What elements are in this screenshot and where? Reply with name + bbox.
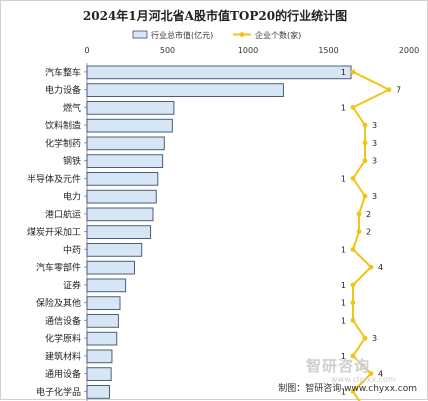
- category-label: 化学原料: [45, 333, 81, 345]
- x-tick-label: 0: [84, 46, 89, 55]
- data-label: 4: [378, 263, 383, 272]
- category-label: 电子化学品: [36, 386, 81, 398]
- x-tick-label: 1500: [318, 46, 338, 55]
- category-label: 中药: [63, 244, 81, 256]
- bar: [86, 260, 135, 275]
- category-label: 建筑材料: [45, 350, 81, 362]
- bar: [86, 101, 175, 115]
- line-point: [356, 229, 362, 235]
- category-label: 化学制药: [45, 137, 81, 149]
- bar: [86, 136, 165, 151]
- line-point: [362, 335, 368, 341]
- data-label: 4: [378, 370, 383, 379]
- category-label: 半导体及元件: [27, 173, 81, 185]
- category-label: 饮料制造: [45, 120, 81, 132]
- line-point: [350, 104, 356, 110]
- x-tick-label: 1000: [238, 46, 258, 55]
- category-label: 保险及其他: [36, 297, 81, 309]
- line-point: [362, 193, 368, 199]
- line-point: [350, 69, 356, 75]
- line-series: [351, 70, 392, 401]
- watermark-logo: 智研咨询: [306, 357, 371, 375]
- data-label: 3: [372, 157, 377, 166]
- data-label: 1: [341, 352, 346, 361]
- x-tick-label: 500: [160, 46, 175, 55]
- bar: [86, 189, 157, 204]
- data-label: 2: [366, 210, 371, 219]
- legend-line-marker: [239, 32, 245, 37]
- watermark-url: www.chyxx.com: [331, 375, 396, 384]
- line-point: [350, 175, 356, 181]
- data-label: 1: [341, 316, 346, 325]
- line-point: [362, 158, 368, 164]
- bar: [86, 243, 143, 257]
- data-label: 1: [341, 103, 346, 112]
- line-point: [362, 140, 368, 146]
- bar: [86, 314, 119, 328]
- bar: [86, 65, 352, 80]
- category-label: 电力: [63, 191, 81, 203]
- data-label: 2: [366, 228, 371, 237]
- category-label: 钢铁: [63, 155, 81, 167]
- chart-footer: 制图：智研咨询 www.chyxx.com: [278, 384, 417, 394]
- line-point: [350, 246, 356, 252]
- data-label: 3: [372, 139, 377, 148]
- data-label: 3: [372, 121, 377, 130]
- bar: [86, 83, 284, 97]
- category-label: 港口航运: [45, 208, 81, 220]
- category-label: 证券: [63, 279, 81, 291]
- data-label: 1: [341, 387, 346, 396]
- category-label: 电力设备: [45, 84, 81, 96]
- bar: [86, 172, 159, 186]
- bar: [86, 118, 173, 133]
- category-label: 通信设备: [45, 315, 81, 327]
- bar: [86, 154, 164, 168]
- bar: [86, 225, 152, 239]
- line-point: [386, 87, 392, 93]
- legend-bar-label: 行业总市值(亿元): [151, 30, 213, 40]
- category-label: 汽车整车: [45, 66, 81, 78]
- bar: [86, 349, 113, 364]
- data-label: 1: [341, 174, 346, 183]
- line-point: [350, 353, 356, 359]
- category-label: 煤炭开采加工: [27, 226, 81, 238]
- legend-bar-swatch: [132, 30, 148, 39]
- line-point: [350, 388, 356, 394]
- category-label: 通用设备: [45, 368, 81, 380]
- data-label: 3: [372, 334, 377, 343]
- line-point: [350, 317, 356, 323]
- line-point: [356, 211, 362, 217]
- bar: [86, 207, 154, 222]
- category-label: 汽车零部件: [36, 262, 81, 274]
- bar: [86, 385, 110, 399]
- data-label: 1: [341, 68, 346, 77]
- bar: [86, 331, 118, 346]
- data-label: 1: [341, 245, 346, 254]
- bar: [86, 367, 112, 381]
- bar: [86, 296, 121, 310]
- data-label: 1: [341, 281, 346, 290]
- bar: [86, 278, 127, 293]
- line-point: [362, 122, 368, 128]
- data-label: 1: [341, 299, 346, 308]
- line-point: [368, 371, 374, 377]
- line-point: [350, 282, 356, 288]
- x-tick-label: 2000: [399, 46, 419, 55]
- data-label: 3: [372, 192, 377, 201]
- category-label: 燃气: [63, 102, 81, 114]
- legend-line-label: 企业个数(家): [255, 30, 301, 40]
- line-point: [368, 264, 374, 270]
- line-point: [350, 300, 356, 306]
- chart-title: 2024年1月河北省A股市值TOP20的行业统计图: [82, 9, 348, 23]
- data-label: 7: [396, 86, 401, 95]
